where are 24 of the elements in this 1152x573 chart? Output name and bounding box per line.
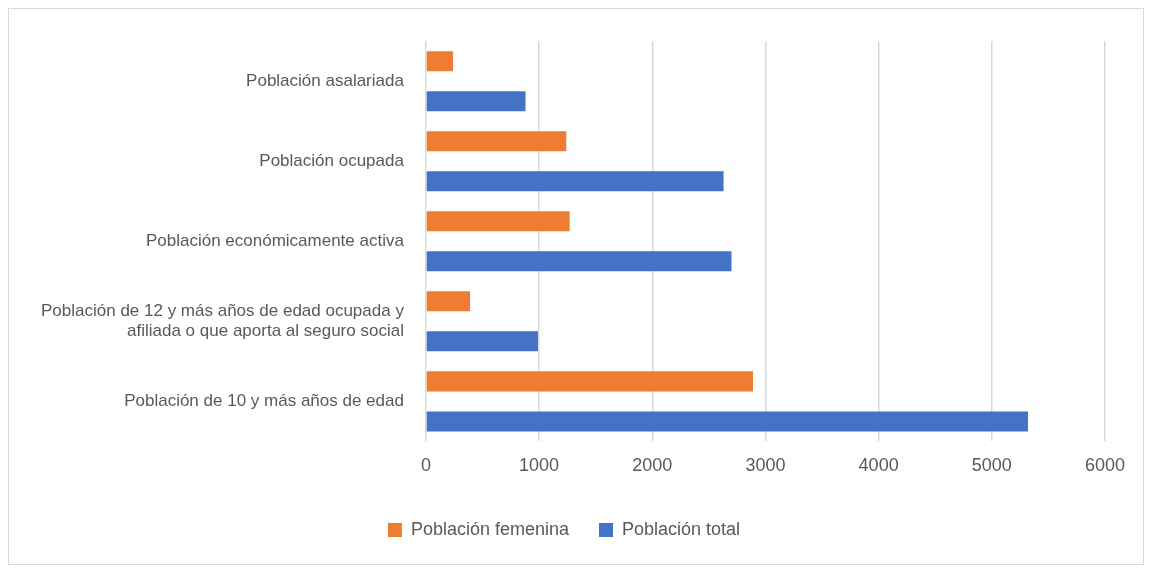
x-tick-label: 2000 <box>632 455 673 476</box>
legend-label: Población femenina <box>410 518 570 539</box>
x-tick-label: 4000 <box>858 455 899 476</box>
y-tick-label: Población ocupada <box>259 150 405 170</box>
bar <box>426 251 732 272</box>
y-tick-label: Población de 12 y más años de edad ocupada y afiliada o que aporta al seguro social <box>40 300 405 341</box>
y-tick-label: Población asalariada <box>246 70 405 90</box>
bar <box>426 51 454 72</box>
x-tick-label: 6000 <box>1084 455 1125 476</box>
bar <box>426 211 570 232</box>
bar <box>426 411 1029 432</box>
bar <box>426 291 471 312</box>
x-tick-label: 5000 <box>971 455 1012 476</box>
bar <box>426 331 538 352</box>
x-tick-label: 1000 <box>519 455 560 476</box>
y-tick-label: Población de 10 y más años de edad <box>124 391 404 411</box>
bar <box>426 131 567 152</box>
y-tick-label: Población económicamente activa <box>145 230 405 250</box>
x-tick-label: 3000 <box>745 455 786 476</box>
bar <box>426 91 526 112</box>
bar <box>426 171 724 192</box>
legend-label: Población total <box>622 518 741 539</box>
x-tick-label: 0 <box>420 455 431 476</box>
bar <box>426 371 753 392</box>
